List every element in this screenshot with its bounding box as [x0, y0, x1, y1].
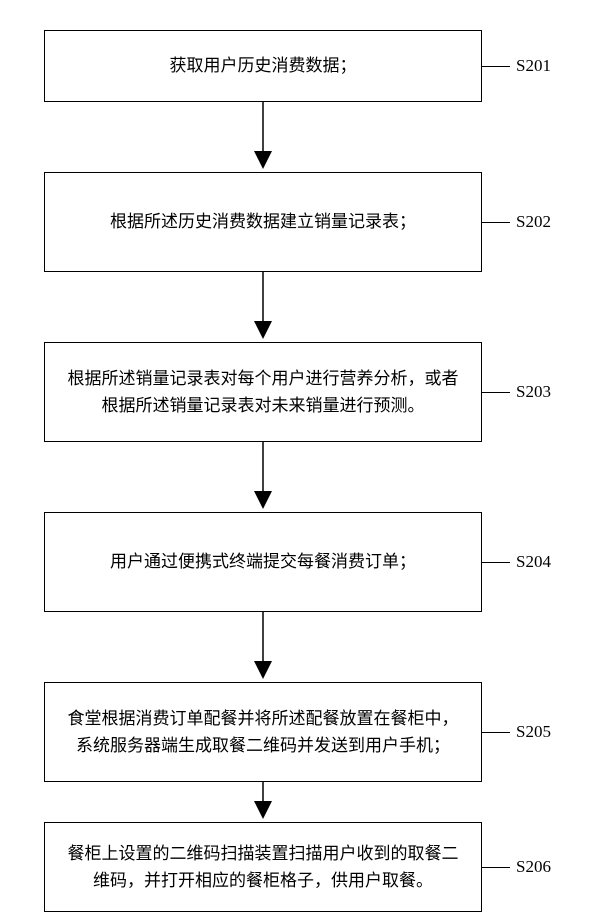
flow-node-text: 食堂根据消费订单配餐并将所述配餐放置在餐柜中，系统服务器端生成取餐二维码并发送到…	[65, 705, 461, 759]
label-connector	[482, 66, 510, 67]
step-label-s203: S203	[516, 382, 551, 402]
flow-node-text: 餐柜上设置的二维码扫描装置扫描用户收到的取餐二维码，并打开相应的餐柜格子，供用户…	[65, 840, 461, 894]
label-connector	[482, 392, 510, 393]
flowchart-canvas: 获取用户历史消费数据； S201 根据所述历史消费数据建立销量记录表； S202…	[0, 0, 594, 920]
flow-node-s205: 食堂根据消费订单配餐并将所述配餐放置在餐柜中，系统服务器端生成取餐二维码并发送到…	[44, 682, 482, 782]
step-label-s201: S201	[516, 56, 551, 76]
label-connector	[482, 222, 510, 223]
flow-node-s203: 根据所述销量记录表对每个用户进行营养分析，或者根据所述销量记录表对未来销量进行预…	[44, 342, 482, 442]
flow-node-text: 用户通过便携式终端提交每餐消费订单；	[110, 548, 416, 575]
label-connector	[482, 732, 510, 733]
flow-node-s204: 用户通过便携式终端提交每餐消费订单；	[44, 512, 482, 612]
step-label-s202: S202	[516, 212, 551, 232]
step-label-s204: S204	[516, 552, 551, 572]
flow-node-s206: 餐柜上设置的二维码扫描装置扫描用户收到的取餐二维码，并打开相应的餐柜格子，供用户…	[44, 822, 482, 912]
flow-node-s202: 根据所述历史消费数据建立销量记录表；	[44, 172, 482, 272]
flow-node-s201: 获取用户历史消费数据；	[44, 30, 482, 102]
step-label-s206: S206	[516, 857, 551, 877]
label-connector	[482, 562, 510, 563]
label-connector	[482, 867, 510, 868]
flow-node-text: 根据所述销量记录表对每个用户进行营养分析，或者根据所述销量记录表对未来销量进行预…	[65, 365, 461, 419]
flow-node-text: 根据所述历史消费数据建立销量记录表；	[110, 208, 416, 235]
flow-node-text: 获取用户历史消费数据；	[170, 52, 357, 79]
step-label-s205: S205	[516, 722, 551, 742]
flow-arrows	[0, 0, 594, 920]
